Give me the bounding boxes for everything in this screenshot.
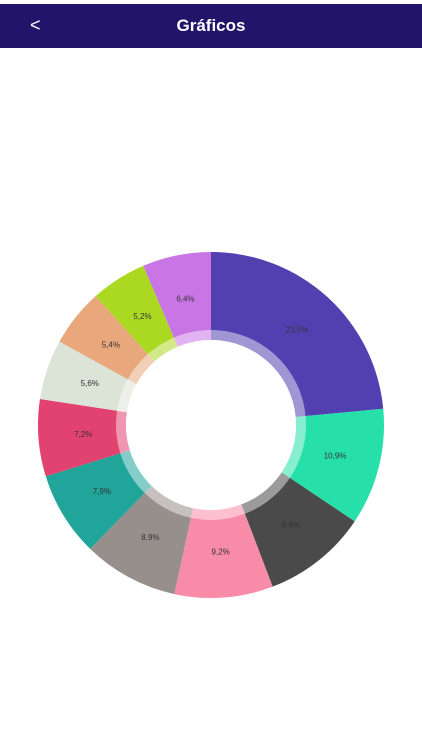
donut-segment: [59, 295, 155, 385]
donut-segment: [241, 472, 355, 587]
segment-label: 10,9%: [324, 452, 347, 461]
header-title: Gráficos: [176, 16, 246, 35]
donut-hole: [126, 340, 296, 510]
donut-segment: [90, 485, 193, 595]
donut-segment: [45, 450, 152, 549]
header: < Gráficos: [0, 4, 422, 48]
segment-label: 6,4%: [176, 295, 194, 304]
donut-segment: [95, 265, 178, 362]
segment-label: 7,2%: [74, 430, 92, 439]
segment-label: 9,8%: [282, 520, 300, 529]
segment-label: 8,9%: [141, 533, 159, 542]
donut-segment: [211, 252, 384, 418]
donut-segment: [37, 399, 130, 477]
segment-label: 9,2%: [212, 548, 230, 557]
back-button[interactable]: <: [30, 15, 41, 35]
donut-segment: [281, 408, 384, 522]
segment-label: 23,5%: [286, 325, 309, 334]
segment-label: 5,6%: [81, 379, 99, 388]
donut-segment: [39, 341, 137, 413]
donut-segment: [174, 504, 273, 599]
segment-label: 5,2%: [133, 312, 151, 321]
donut-segment: [143, 252, 211, 347]
segment-label: 5,4%: [102, 340, 120, 349]
segment-label: 7,9%: [93, 487, 111, 496]
